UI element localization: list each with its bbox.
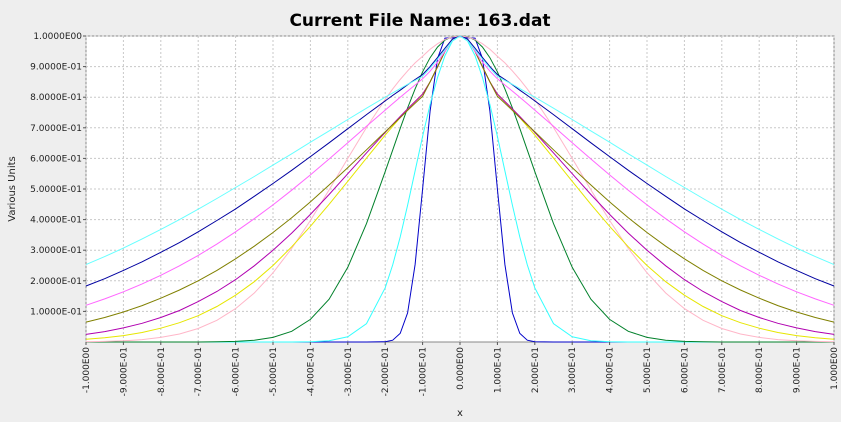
y-axis-label: Various Units bbox=[7, 156, 18, 222]
y-tick-label: 1.0000E00 bbox=[33, 32, 82, 42]
x-tick-label: -5.000E-01 bbox=[269, 347, 279, 396]
y-tick-label: 6.0000E-01 bbox=[30, 154, 82, 164]
series-layer bbox=[85, 35, 835, 343]
y-tick-label: 1.0000E-01 bbox=[30, 307, 82, 317]
y-tick-label: 5.0000E-01 bbox=[30, 185, 82, 195]
x-tick-label: 1.000E-01 bbox=[493, 347, 503, 393]
x-tick-label: -8.000E-01 bbox=[157, 347, 167, 396]
x-tick-label: 8.000E-01 bbox=[755, 347, 765, 393]
x-tick-label: 5.000E-01 bbox=[643, 347, 653, 393]
x-tick-label: 1.000E00 bbox=[830, 347, 840, 390]
x-tick-label: -4.000E-01 bbox=[306, 347, 316, 396]
x-tick-label: -9.000E-01 bbox=[119, 347, 129, 396]
x-tick-label: -6.000E-01 bbox=[232, 347, 242, 396]
y-tick-label: 4.0000E-01 bbox=[30, 216, 82, 226]
x-tick-label: -1.000E00 bbox=[82, 347, 92, 393]
y-tick-label: 3.0000E-01 bbox=[30, 246, 82, 256]
grid bbox=[85, 35, 835, 342]
x-tick-label: -2.000E-01 bbox=[381, 347, 391, 396]
y-tick-label: 9.0000E-01 bbox=[30, 63, 82, 73]
x-tick-label: -3.000E-01 bbox=[344, 347, 354, 396]
x-tick-label: 7.000E-01 bbox=[718, 347, 728, 393]
x-tick-label: -7.000E-01 bbox=[194, 347, 204, 396]
x-axis-label: x bbox=[457, 408, 463, 419]
x-tick-label: 6.000E-01 bbox=[680, 347, 690, 393]
y-tick-label: 2.0000E-01 bbox=[30, 277, 82, 287]
series-line-10 bbox=[85, 35, 835, 266]
y-tick-label: 7.0000E-01 bbox=[30, 124, 82, 134]
x-tick-label: 4.000E-01 bbox=[606, 347, 616, 393]
x-axis: -1.000E00 -9.000E-01 -8.000E-01 -7.000E-01 -… bbox=[82, 342, 840, 396]
x-tick-label: 2.000E-01 bbox=[531, 347, 541, 393]
x-tick-label: 3.000E-01 bbox=[568, 347, 578, 393]
y-axis: 1.0000E-01 2.0000E-01 3.0000E-01 4.0000E-01… bbox=[30, 32, 86, 317]
y-tick-label: 8.0000E-01 bbox=[30, 93, 82, 103]
x-tick-label: -1.000E-01 bbox=[419, 347, 429, 396]
chart-title: Current File Name: 163.dat bbox=[289, 11, 550, 31]
x-tick-label: 9.000E-01 bbox=[793, 347, 803, 393]
x-tick-label: 0.000E00 bbox=[456, 347, 466, 390]
